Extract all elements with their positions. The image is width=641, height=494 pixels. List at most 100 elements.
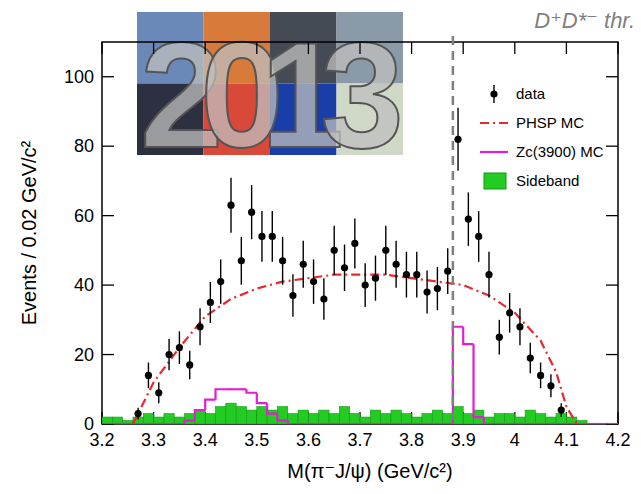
step-segment [185, 421, 195, 424]
sideband-bar [484, 417, 494, 424]
data-point [485, 271, 492, 278]
sideband-bar [360, 417, 370, 424]
y-tick [102, 76, 114, 77]
sideband-bar [174, 417, 184, 424]
step-segment [597, 423, 607, 424]
sideband-bar [236, 407, 246, 424]
sideband-bar [370, 410, 380, 424]
data-point [351, 240, 358, 247]
sideband-bar [112, 417, 122, 424]
sideband-bar [463, 414, 473, 424]
legend-label: Sideband [516, 172, 579, 189]
sideband-bar [577, 421, 587, 424]
sideband-bar [226, 403, 236, 424]
sideband-bar [597, 424, 607, 425]
step-segment [339, 423, 349, 424]
sideband-bar [329, 414, 339, 424]
sideband-bar [504, 414, 514, 424]
sideband-bar [535, 414, 545, 424]
step-segment [432, 423, 442, 424]
sideband-bar [422, 414, 432, 424]
sideband-bar [412, 417, 422, 424]
step-segment [277, 414, 287, 421]
step-segment [154, 423, 164, 424]
y-tick-label: 60 [74, 206, 94, 226]
collage-text: 2013 [140, 11, 400, 179]
threshold-line [452, 36, 455, 424]
sideband-bar [515, 417, 525, 424]
y-tick-right [606, 146, 618, 147]
data-point [155, 389, 162, 396]
sideband-bar [494, 414, 504, 424]
y-tick [102, 284, 114, 285]
x-tick-top [153, 42, 154, 54]
data-point [454, 136, 461, 143]
sideband-bar [154, 417, 164, 424]
x-axis-title: M(π⁻J/ψ) (GeV/c²) [287, 460, 452, 482]
step-segment [319, 423, 329, 424]
x-tick-label: 4.1 [554, 430, 579, 450]
threshold-label: D⁺D*⁻ thr. [534, 8, 635, 33]
step-segment [484, 417, 494, 424]
step-segment [308, 423, 318, 424]
sideband-bar [267, 410, 277, 424]
x-tick-label: 3.8 [399, 430, 424, 450]
step-segment [350, 423, 360, 424]
data-point [238, 257, 245, 264]
data-point [434, 285, 441, 292]
x-tick-top [514, 42, 515, 54]
sideband-bar [391, 410, 401, 424]
y-axis-title: Events / 0.02 GeV/c² [18, 140, 40, 325]
step-segment [525, 423, 535, 424]
sideband-bar [401, 414, 411, 424]
step-segment [370, 423, 380, 424]
data-point [135, 410, 142, 417]
step-segment [494, 423, 504, 424]
data-point [341, 264, 348, 271]
y-tick-right [606, 354, 618, 355]
sideband-bar [277, 407, 287, 424]
data-point [423, 288, 430, 295]
data-point [372, 275, 379, 282]
data-point [516, 323, 523, 330]
x-tick-top [463, 42, 464, 54]
x-tick-top [101, 42, 102, 54]
legend-label: PHSP MC [516, 114, 584, 131]
sideband-bar [546, 417, 556, 424]
x-tick-top [411, 42, 412, 54]
y-tick-right [606, 423, 618, 424]
step-segment [535, 423, 545, 424]
sideband-bar [102, 417, 112, 424]
x-tick-label: 4.2 [605, 430, 630, 450]
step-segment [102, 423, 112, 424]
step-segment [195, 410, 205, 420]
plot-frame [102, 42, 618, 424]
data-point [547, 382, 554, 389]
sideband-bar [443, 414, 453, 424]
data-point [362, 281, 369, 288]
data-point [465, 216, 472, 223]
step-segment [174, 423, 184, 424]
data-point [496, 334, 503, 341]
data-point [382, 247, 389, 254]
step-segment [515, 423, 525, 424]
x-tick-top [205, 42, 206, 54]
data-point [165, 351, 172, 358]
step-segment [226, 388, 236, 390]
data-point [310, 278, 317, 285]
sideband-bar [164, 414, 174, 424]
step-segment [236, 388, 246, 390]
data-point [145, 372, 152, 379]
data-point [558, 407, 565, 414]
data-point [413, 271, 420, 278]
step-segment [401, 423, 411, 424]
x-tick-label: 3.5 [244, 430, 269, 450]
y-tick-label: 100 [64, 67, 94, 87]
x-tick-top [256, 42, 257, 54]
sideband-bar [453, 407, 463, 424]
y-tick-right [606, 76, 618, 77]
sideband-bar [319, 410, 329, 424]
step-segment [546, 423, 556, 424]
sideband-bar [381, 414, 391, 424]
data-point [248, 209, 255, 216]
